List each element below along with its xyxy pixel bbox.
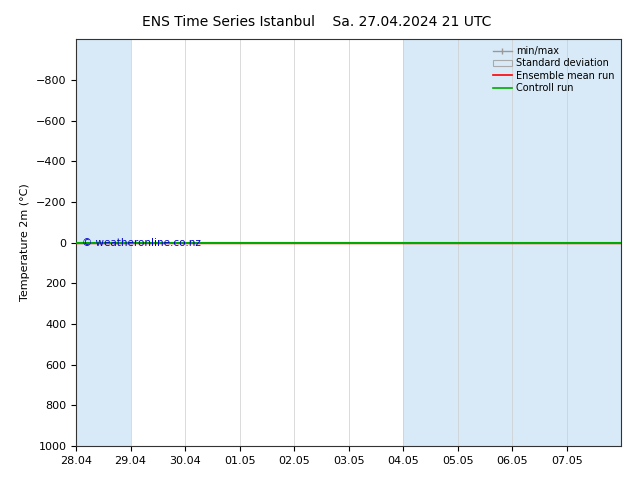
Y-axis label: Temperature 2m (°C): Temperature 2m (°C)	[20, 184, 30, 301]
Bar	[403, 39, 512, 446]
Text: ENS Time Series Istanbul    Sa. 27.04.2024 21 UTC: ENS Time Series Istanbul Sa. 27.04.2024 …	[142, 15, 492, 29]
Text: © weatheronline.co.nz: © weatheronline.co.nz	[82, 238, 200, 247]
Bar	[76, 39, 131, 446]
Bar	[512, 39, 621, 446]
Legend: min/max, Standard deviation, Ensemble mean run, Controll run: min/max, Standard deviation, Ensemble me…	[491, 44, 616, 95]
